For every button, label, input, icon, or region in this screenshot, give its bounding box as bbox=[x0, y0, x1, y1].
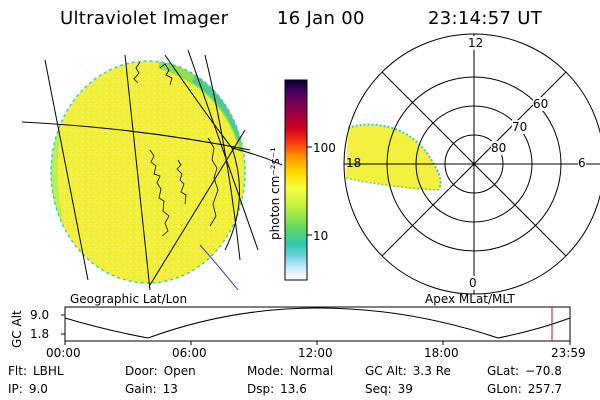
colorbar-tick-10: 10 bbox=[313, 229, 329, 243]
instrument-title: Ultraviolet Imager bbox=[60, 8, 229, 29]
door-info: Door: Open bbox=[125, 364, 196, 378]
gain-info: Gain: 13 bbox=[125, 382, 178, 396]
alt-tick-9: 9.0 bbox=[30, 308, 50, 322]
glat-info: GLat: −70.8 bbox=[487, 364, 562, 378]
colorbar-tick-100: 100 bbox=[313, 141, 336, 155]
mlat-label-70: 70 bbox=[512, 120, 528, 134]
time-tick-2359: 23:59 bbox=[551, 346, 586, 360]
time-tick-0600: 06:00 bbox=[172, 346, 207, 360]
mode-info: Mode: Normal bbox=[247, 364, 334, 378]
glon-info: GLon: 257.7 bbox=[487, 382, 563, 396]
geographic-label: Geographic Lat/Lon bbox=[70, 292, 188, 306]
mlt-label-6: 6 bbox=[578, 156, 586, 170]
dsp-info: Dsp: 13.6 bbox=[247, 382, 307, 396]
mlat-label-60: 60 bbox=[533, 97, 549, 111]
ip-info: IP: 9.0 bbox=[8, 382, 48, 396]
gc-alt-info: GC Alt: 3.3 Re bbox=[365, 364, 451, 378]
date-label: 16 Jan 00 bbox=[277, 8, 365, 29]
time-tick-1200: 12:00 bbox=[298, 346, 333, 360]
time-tick-1800: 18:00 bbox=[424, 346, 459, 360]
filter-info: Flt: LBHL bbox=[8, 364, 64, 378]
mlat-label-80: 80 bbox=[491, 141, 507, 155]
mlt-label-18: 18 bbox=[346, 156, 362, 170]
seq-info: Seq: 39 bbox=[365, 382, 413, 396]
polar-label: Apex MLat/MLT bbox=[425, 292, 515, 306]
mlt-label-0: 0 bbox=[469, 276, 477, 290]
time-tick-0000: 00:00 bbox=[46, 346, 81, 360]
time-label: 23:14:57 UT bbox=[428, 8, 543, 29]
alt-tick-1-8: 1.8 bbox=[30, 327, 50, 341]
mlt-label-12: 12 bbox=[468, 36, 484, 50]
gc-alt-axis-label: GC Alt bbox=[10, 310, 24, 348]
